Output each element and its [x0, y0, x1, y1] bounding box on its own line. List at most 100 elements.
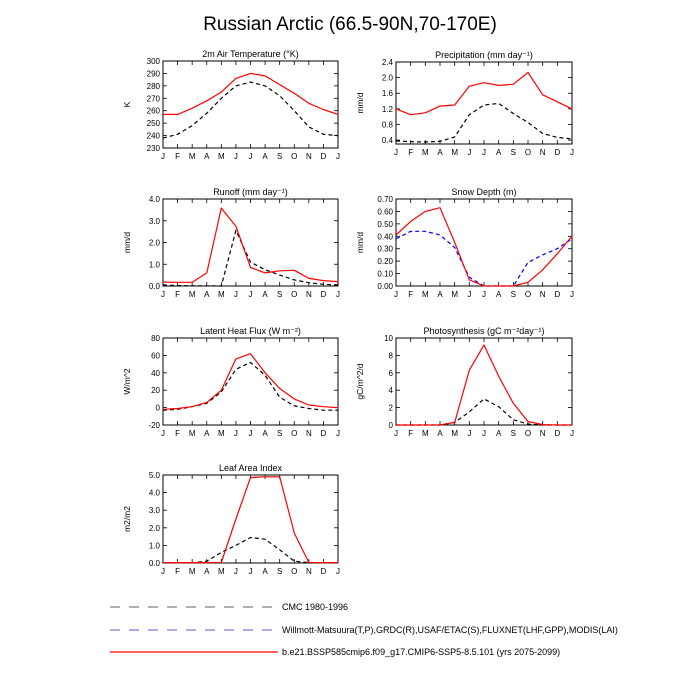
- x-tick-label: M: [451, 148, 458, 157]
- y-tick-label: 0.30: [377, 245, 393, 254]
- panel-5: Latent Heat Flux (W m⁻²) W/m^2 -20 0 20 40 60 8…: [122, 326, 340, 438]
- x-tick-label: J: [336, 429, 340, 438]
- y-axis-label: W/m^2: [122, 368, 132, 394]
- x-tick-label: N: [306, 290, 312, 299]
- y-tick-label: 4: [389, 386, 394, 395]
- x-tick-label: J: [394, 429, 398, 438]
- series-line-2: [395, 71, 573, 116]
- y-tick-label: 3.0: [149, 506, 161, 515]
- series-line-2: [395, 207, 573, 287]
- x-tick-label: A: [496, 429, 502, 438]
- x-tick-label: J: [336, 152, 340, 161]
- y-tick-label: 0.50: [377, 220, 393, 229]
- y-tick-label: 300: [147, 57, 161, 66]
- y-tick-label: 1.0: [149, 541, 161, 550]
- x-tick-label: J: [161, 567, 165, 576]
- y-axis-label: mm/d: [355, 92, 365, 114]
- panel-4: Snow Depth (m) mm/d 0.00 0.10 0.20 0.30 0.40 0.…: [355, 187, 574, 299]
- x-tick-label: J: [234, 290, 238, 299]
- y-tick-label: 270: [147, 94, 161, 103]
- y-tick-label: 290: [147, 69, 161, 78]
- panel-6: Photosynthesis (gC m⁻²day⁻¹) gC/m^2/d 0 2 4 6…: [355, 326, 574, 438]
- x-tick-label: J: [467, 290, 471, 299]
- y-tick-label: 1.6: [382, 89, 394, 98]
- x-tick-label: O: [291, 567, 297, 576]
- x-tick-label: M: [218, 290, 225, 299]
- x-tick-label: F: [175, 429, 180, 438]
- series-line-2: [163, 476, 338, 564]
- x-tick-label: S: [277, 290, 282, 299]
- x-tick-label: S: [511, 148, 516, 157]
- panel-title: Latent Heat Flux (W m⁻²): [200, 326, 301, 336]
- x-tick-label: N: [306, 567, 312, 576]
- x-tick-label: N: [540, 290, 546, 299]
- y-tick-label: 2: [389, 404, 394, 413]
- x-tick-label: J: [249, 290, 253, 299]
- y-tick-label: 4.0: [149, 489, 161, 498]
- y-tick-label: 260: [147, 107, 161, 116]
- y-axis-label: K: [122, 101, 132, 107]
- panel-title: Precipitation (mm day⁻¹): [435, 50, 533, 60]
- x-tick-label: J: [234, 567, 238, 576]
- x-tick-label: M: [218, 429, 225, 438]
- plot-frame: [395, 61, 573, 145]
- x-tick-label: N: [540, 429, 546, 438]
- x-tick-label: D: [321, 152, 327, 161]
- y-tick-label: 4.0: [149, 195, 161, 204]
- y-tick-label: 0.00: [377, 282, 393, 291]
- x-tick-label: D: [321, 429, 327, 438]
- y-tick-label: 20: [151, 386, 160, 395]
- y-axis-label: gC/m^2/d: [355, 363, 365, 399]
- series-line-2: [163, 72, 339, 116]
- x-tick-label: O: [291, 290, 297, 299]
- panel-title: Runoff (mm day⁻¹): [213, 187, 288, 197]
- x-tick-label: M: [189, 290, 196, 299]
- x-tick-label: F: [408, 290, 413, 299]
- x-tick-label: A: [204, 429, 210, 438]
- x-tick-label: D: [554, 290, 560, 299]
- y-tick-label: 60: [151, 351, 160, 360]
- y-tick-label: 2.0: [382, 74, 394, 83]
- x-tick-label: J: [467, 429, 471, 438]
- x-tick-label: F: [408, 148, 413, 157]
- x-tick-label: S: [511, 429, 516, 438]
- x-tick-label: J: [467, 148, 471, 157]
- x-tick-label: M: [422, 148, 429, 157]
- x-tick-label: J: [234, 429, 238, 438]
- x-tick-label: D: [554, 429, 560, 438]
- plot-frame: [162, 198, 339, 287]
- panels-group: 2m Air Temperature (°K)K2302402502602702…: [122, 49, 574, 576]
- y-tick-label: 80: [151, 334, 160, 343]
- figure-title: Russian Arctic (66.5-90N,70-170E): [203, 14, 497, 35]
- x-tick-label: J: [570, 148, 574, 157]
- y-tick-label: 5.0: [149, 471, 161, 480]
- x-tick-label: M: [422, 429, 429, 438]
- x-tick-label: A: [496, 148, 502, 157]
- y-tick-label: 0.0: [149, 282, 161, 291]
- x-tick-label: M: [451, 429, 458, 438]
- x-tick-label: S: [277, 429, 282, 438]
- x-tick-label: J: [336, 290, 340, 299]
- x-tick-label: A: [262, 429, 268, 438]
- panel-title: Leaf Area Index: [219, 463, 283, 473]
- x-tick-label: A: [437, 148, 443, 157]
- x-tick-label: A: [204, 567, 210, 576]
- x-tick-label: J: [336, 567, 340, 576]
- series-line-2: [162, 207, 339, 283]
- panel-title: Photosynthesis (gC m⁻²day⁻¹): [423, 326, 544, 336]
- x-tick-label: N: [306, 152, 312, 161]
- x-tick-label: J: [570, 429, 574, 438]
- y-tick-label: 0.20: [377, 257, 393, 266]
- legend: CMC 1980-1996 Willmott-Matsuura(T,P),GRDC…: [110, 602, 618, 657]
- y-tick-label: -20: [148, 421, 160, 430]
- series-line-1: [395, 102, 573, 143]
- x-tick-label: J: [394, 290, 398, 299]
- x-tick-label: D: [321, 567, 327, 576]
- x-tick-label: N: [540, 148, 546, 157]
- x-tick-label: J: [161, 429, 165, 438]
- x-tick-label: O: [291, 429, 297, 438]
- x-tick-label: F: [175, 290, 180, 299]
- y-tick-label: 0: [156, 404, 161, 413]
- panel-3: Runoff (mm day⁻¹)mm/d0.01.02.03.04.0J F M A…: [122, 187, 340, 299]
- y-tick-label: 2.0: [149, 239, 161, 248]
